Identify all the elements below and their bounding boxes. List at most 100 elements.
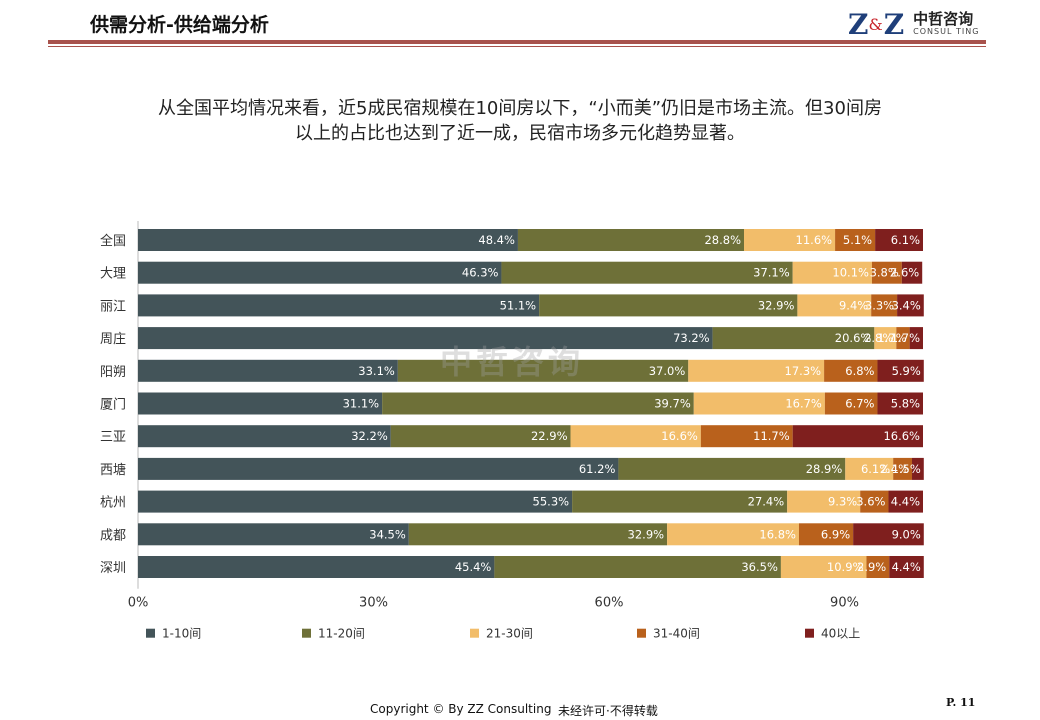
data-label: 11.7% <box>753 429 790 443</box>
data-label: 33.1% <box>358 364 395 378</box>
intro-line-1: 从全国平均情况来看，近5成民宿规模在10间房以下，“小而美”仍旧是市场主流。但3… <box>158 98 882 119</box>
data-label: 6.7% <box>845 397 874 411</box>
data-label: 16.6% <box>661 429 698 443</box>
bar-segment <box>382 392 694 415</box>
data-label: 48.4% <box>478 233 515 247</box>
data-label: 3.4% <box>892 298 921 312</box>
category-label: 深圳 <box>100 561 126 576</box>
data-label: 5.1% <box>843 233 872 247</box>
bar-segment <box>138 490 573 513</box>
watermark-text: 中哲咨询 <box>440 343 585 381</box>
bar-segment <box>853 523 924 546</box>
data-label: 3.6% <box>856 495 885 509</box>
logo-mark-right: Z <box>883 7 904 41</box>
data-label: 2.8% <box>864 331 893 345</box>
bar-segment <box>700 425 793 448</box>
x-tick-label: 0% <box>128 596 149 611</box>
bar-segment <box>866 556 890 578</box>
data-label: 2.9% <box>857 560 886 574</box>
bar-segment <box>877 359 924 382</box>
bar-segment <box>798 523 854 546</box>
bar-segment <box>912 457 924 480</box>
page-number: P. 11 <box>946 696 976 709</box>
data-label: 6.9% <box>821 527 850 541</box>
header-divider-thin <box>48 46 986 47</box>
data-label: 4.4% <box>892 560 921 574</box>
logo-mark-left: Z <box>848 7 868 41</box>
chart-canvas: 全国 48.4% 28.8% 11.6% 5.1% 6.1% 大理 46.3% 37.1% 10.… <box>100 221 924 641</box>
legend-label: 1-10间 <box>162 627 201 641</box>
data-label: 5.8% <box>891 397 920 411</box>
bar-segment <box>390 425 571 448</box>
data-label: 31.1% <box>343 397 380 411</box>
data-label: 9.0% <box>892 527 921 541</box>
category-label: 丽江 <box>100 299 126 314</box>
data-label: 45.4% <box>455 560 492 574</box>
legend-label: 31-40间 <box>653 627 700 641</box>
bar-segment <box>138 425 391 448</box>
data-label: 32.9% <box>628 527 665 541</box>
legend-swatch <box>637 628 646 638</box>
data-label: 37.0% <box>649 364 686 378</box>
data-label: 27.4% <box>748 495 785 509</box>
category-label: 杭州 <box>100 496 126 511</box>
bar-segment <box>693 392 825 415</box>
data-label: 34.5% <box>369 527 406 541</box>
data-label: 73.2% <box>673 331 710 345</box>
legend-label: 11-20间 <box>318 627 365 641</box>
bar-segment <box>572 490 788 513</box>
bar-segment <box>792 425 923 448</box>
category-label: 大理 <box>100 267 126 282</box>
legend-swatch <box>302 628 311 638</box>
data-label: 28.8% <box>704 233 741 247</box>
legend-swatch <box>146 628 155 638</box>
bar-segment <box>397 359 689 382</box>
bar-segment <box>501 261 793 284</box>
legend-label: 21-30间 <box>486 627 533 641</box>
bar-segment <box>618 457 846 480</box>
data-label: 6.1% <box>861 462 890 476</box>
logo-name-cn: 中哲咨询 <box>913 9 974 28</box>
data-label: 36.5% <box>741 560 778 574</box>
footer-copyright: Copyright © By ZZ Consulting <box>370 702 552 716</box>
bar-segment <box>875 229 923 251</box>
bar-segment <box>494 556 781 578</box>
footer-note: 未经许可·不得转载 <box>558 704 658 718</box>
data-label: 2.6% <box>890 266 919 280</box>
data-label: 32.9% <box>758 298 795 312</box>
bar-segment <box>138 327 713 350</box>
data-label: 6.1% <box>891 233 920 247</box>
category-label: 西塘 <box>100 462 126 478</box>
data-label: 51.1% <box>500 298 537 312</box>
bar-segment <box>897 294 924 317</box>
data-label: 32.2% <box>351 429 388 443</box>
bar-segment <box>889 556 924 578</box>
data-label: 39.7% <box>654 397 691 411</box>
logo-name-en: CONSUL TING <box>913 26 980 36</box>
bar-segment <box>824 392 878 415</box>
logo-mark-amp: & <box>868 14 883 34</box>
bar-segment <box>871 261 902 284</box>
data-label: 46.3% <box>462 266 499 280</box>
legend-swatch <box>470 628 479 638</box>
bar-segment <box>667 523 799 546</box>
bar-segment <box>824 359 878 382</box>
category-label: 成都 <box>100 528 126 543</box>
category-label: 三亚 <box>100 430 126 445</box>
bar-segment <box>744 229 836 251</box>
bar-segment <box>408 523 668 546</box>
bar-segment <box>570 425 701 448</box>
bar-segment <box>901 261 923 284</box>
bar-segment <box>138 523 409 546</box>
bar-segment <box>688 359 825 382</box>
data-label: 16.7% <box>785 397 822 411</box>
intro-line-2: 以上的占比也达到了近一成，民宿市场多元化趋势显著。 <box>295 123 745 144</box>
data-label: 55.3% <box>533 495 570 509</box>
legend-label: 40以上 <box>821 627 860 641</box>
data-label: 16.8% <box>759 527 796 541</box>
data-label: 17.3% <box>785 364 822 378</box>
bar-segment <box>138 392 383 415</box>
data-label: 3.3% <box>865 298 894 312</box>
bar-segment <box>888 490 923 513</box>
bar-segment <box>896 327 910 350</box>
